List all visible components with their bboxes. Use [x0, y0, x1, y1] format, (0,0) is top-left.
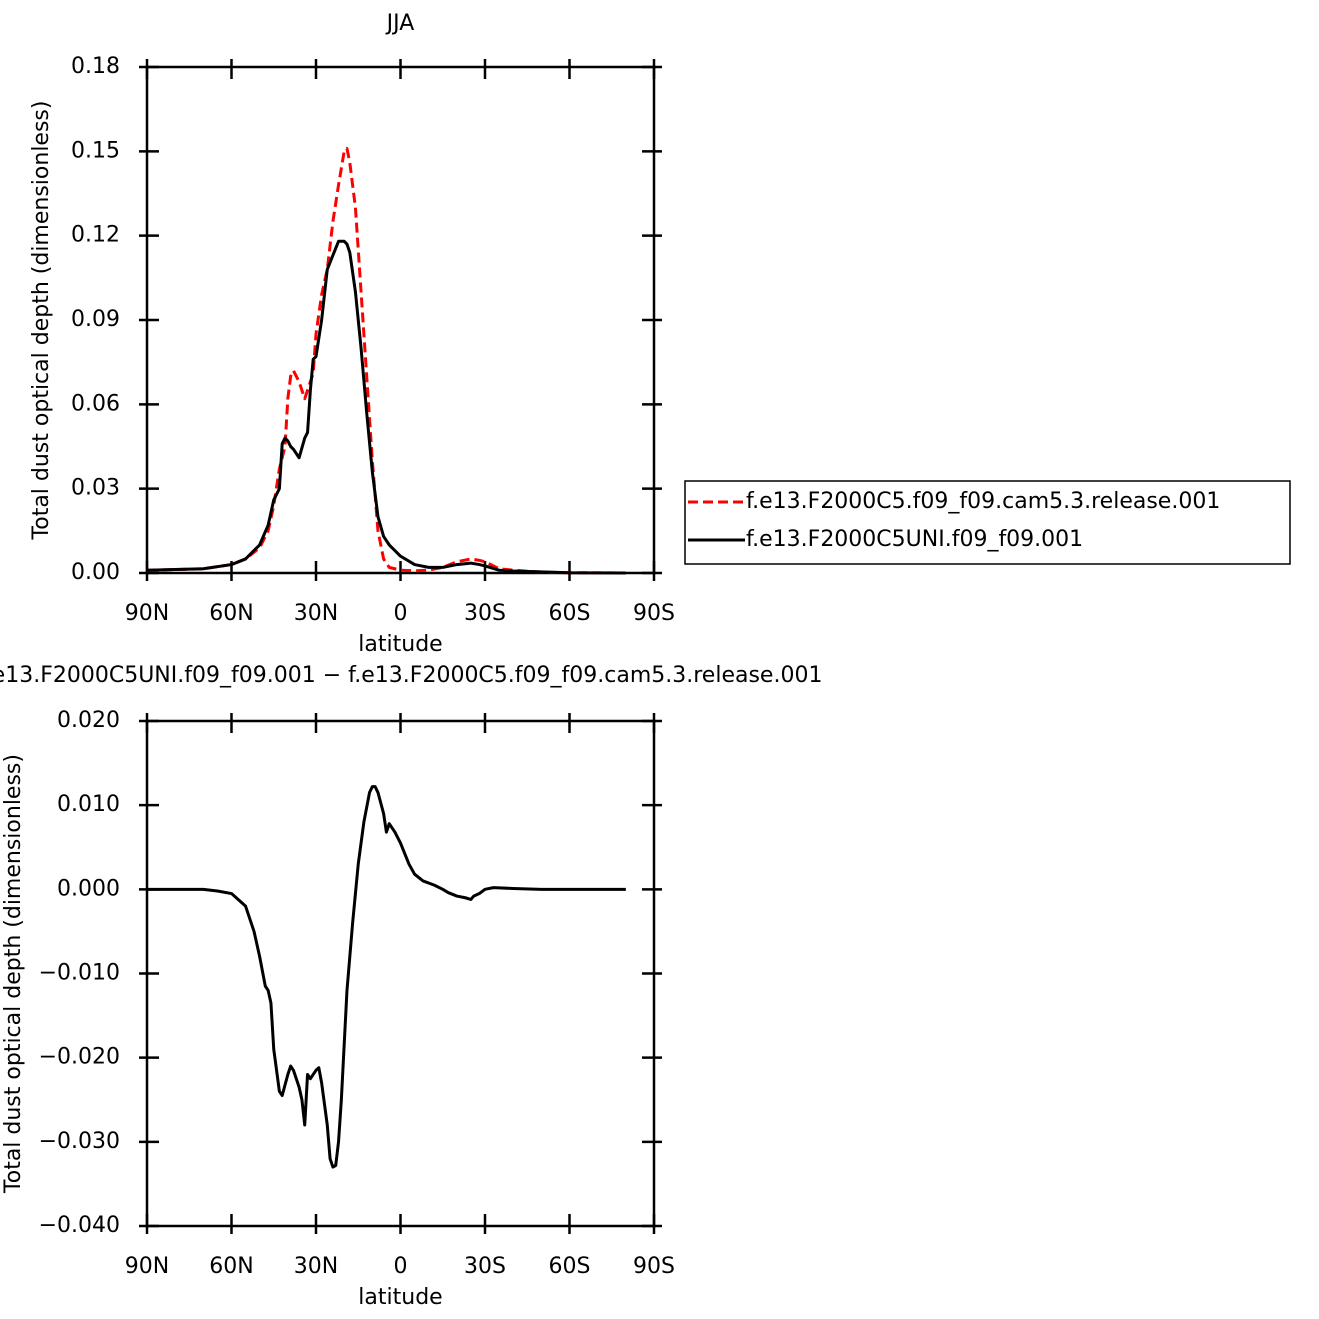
- legend-label: f.e13.F2000C5.f09_f09.cam5.3.release.001: [746, 489, 1220, 514]
- x-tick-label: 0: [394, 601, 408, 626]
- y-tick-label: 0.020: [57, 708, 120, 733]
- plot-frame: [145, 719, 656, 1228]
- data-line: [146, 147, 626, 575]
- data-line: [147, 785, 626, 1169]
- y-tick-label: 0.12: [71, 223, 120, 248]
- y-tick-label: 0.09: [71, 307, 120, 332]
- y-axis-label: Total dust optical depth (dimensionless): [29, 101, 54, 541]
- y-tick-label: 0.000: [57, 876, 120, 901]
- data-line: [146, 239, 626, 575]
- x-tick-label: 30N: [294, 601, 338, 626]
- x-tick-label: 90S: [633, 1254, 675, 1279]
- y-tick-label: −0.010: [39, 961, 120, 986]
- y-tick-label: 0.15: [71, 138, 120, 163]
- x-tick-label: 60S: [549, 1254, 591, 1279]
- x-tick-label: 30S: [464, 601, 506, 626]
- y-tick-label: −0.030: [39, 1129, 120, 1154]
- x-tick-label: 90S: [633, 601, 675, 626]
- x-axis-label: latitude: [358, 1285, 442, 1310]
- y-tick-label: 0.00: [71, 560, 120, 585]
- y-tick-label: 0.03: [71, 476, 120, 501]
- plot-frame: [145, 65, 656, 575]
- y-tick-label: 0.06: [71, 391, 120, 416]
- y-tick-label: 0.010: [57, 792, 120, 817]
- x-tick-label: 60N: [209, 601, 253, 626]
- y-tick-label: −0.020: [39, 1045, 120, 1070]
- y-axis-label: Total dust optical depth (dimensionless): [1, 754, 26, 1194]
- legend-box: [684, 480, 1291, 565]
- x-tick-label: 60S: [549, 601, 591, 626]
- x-tick-label: 30S: [464, 1254, 506, 1279]
- chart-title: f.e13.F2000C5UNI.f09_f09.001 − f.e13.F20…: [0, 663, 822, 688]
- x-tick-label: 0: [394, 1254, 408, 1279]
- x-tick-label: 60N: [209, 1254, 253, 1279]
- x-tick-label: 90N: [125, 601, 169, 626]
- x-tick-label: 30N: [294, 1254, 338, 1279]
- chart-title: JJA: [385, 11, 415, 36]
- x-tick-label: 90N: [125, 1254, 169, 1279]
- y-tick-label: 0.18: [71, 54, 120, 79]
- legend-label: f.e13.F2000C5UNI.f09_f09.001: [746, 527, 1083, 552]
- x-axis-label: latitude: [358, 632, 442, 657]
- y-tick-label: −0.040: [39, 1213, 120, 1238]
